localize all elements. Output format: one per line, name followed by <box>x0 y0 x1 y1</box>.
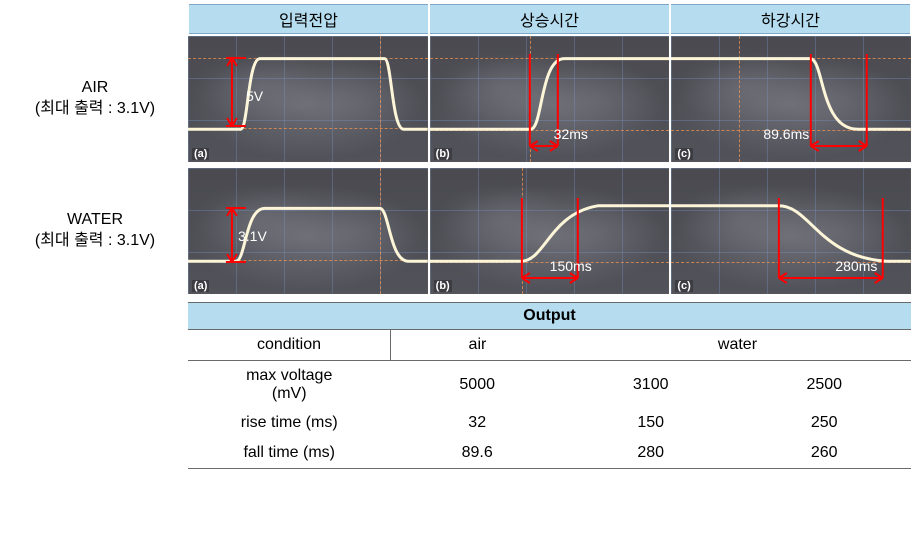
output-title: Output <box>188 302 911 330</box>
oscilloscope-panel: 3.1V (a) <box>188 168 428 294</box>
annotation-label: 89.6ms <box>763 126 809 142</box>
panel-corner-label: (a) <box>192 148 209 160</box>
table-row-label: rise time (ms) <box>188 408 390 438</box>
annotation-label: 3.1V <box>238 228 267 244</box>
table-cell: 3100 <box>564 361 738 409</box>
row-label-water: WATER (최대 출력 : 3.1V) <box>8 210 188 252</box>
oscilloscope-panel: 280ms (c) <box>671 168 911 294</box>
output-table-wrap: Output conditionairwater max voltage(mV)5… <box>188 302 911 469</box>
annotation-label: 32ms <box>554 126 588 142</box>
row-label-water-title: WATER <box>8 210 182 231</box>
header-fall-time: 하강시간 <box>671 4 910 34</box>
table-cell: 2500 <box>737 361 911 409</box>
header-input-voltage: 입력전압 <box>189 4 428 34</box>
panel-corner-label: (b) <box>434 148 452 160</box>
row-label-air-title: AIR <box>8 78 182 99</box>
annotation-label: 5V <box>246 88 263 104</box>
table-cell: 250 <box>737 408 911 438</box>
table-header-cell: water <box>564 330 911 361</box>
table-header-cell: air <box>390 330 564 361</box>
table-cell: 32 <box>390 408 564 438</box>
oscilloscope-panel: 5V (a) <box>188 36 428 162</box>
table-row-label: fall time (ms) <box>188 438 390 469</box>
header-rise-time: 상승시간 <box>430 4 669 34</box>
panel-corner-label: (b) <box>434 280 452 292</box>
table-cell: 5000 <box>390 361 564 409</box>
output-table: conditionairwater max voltage(mV)50003100… <box>188 330 911 469</box>
table-cell: 280 <box>564 438 738 469</box>
scope-row-air: 5V (a) 32ms (b) 89.6ms (c) <box>188 36 911 162</box>
panel-corner-label: (c) <box>675 148 692 160</box>
row-water: WATER (최대 출력 : 3.1V) 3.1V (a) 150ms (b) <box>8 168 911 294</box>
oscilloscope-panel: 89.6ms (c) <box>671 36 911 162</box>
oscilloscope-panel: 150ms (b) <box>430 168 670 294</box>
annotation-label: 150ms <box>550 258 592 274</box>
table-cell: 260 <box>737 438 911 469</box>
figure-container: 입력전압 상승시간 하강시간 AIR (최대 출력 : 3.1V) 5V (a) … <box>0 0 919 473</box>
table-cell: 150 <box>564 408 738 438</box>
oscilloscope-panel: 32ms (b) <box>430 36 670 162</box>
row-label-air-sub: (최대 출력 : 3.1V) <box>8 99 182 120</box>
row-label-air: AIR (최대 출력 : 3.1V) <box>8 78 188 120</box>
scope-row-water: 3.1V (a) 150ms (b) 280ms (c) <box>188 168 911 294</box>
column-headers: 입력전압 상승시간 하강시간 <box>188 4 911 34</box>
panel-corner-label: (a) <box>192 280 209 292</box>
panel-corner-label: (c) <box>675 280 692 292</box>
table-header-cell: condition <box>188 330 390 361</box>
table-row-label: max voltage(mV) <box>188 361 390 409</box>
row-air: AIR (최대 출력 : 3.1V) 5V (a) 32ms (b) <box>8 36 911 162</box>
table-cell: 89.6 <box>390 438 564 469</box>
row-label-water-sub: (최대 출력 : 3.1V) <box>8 231 182 252</box>
annotation-label: 280ms <box>835 258 877 274</box>
